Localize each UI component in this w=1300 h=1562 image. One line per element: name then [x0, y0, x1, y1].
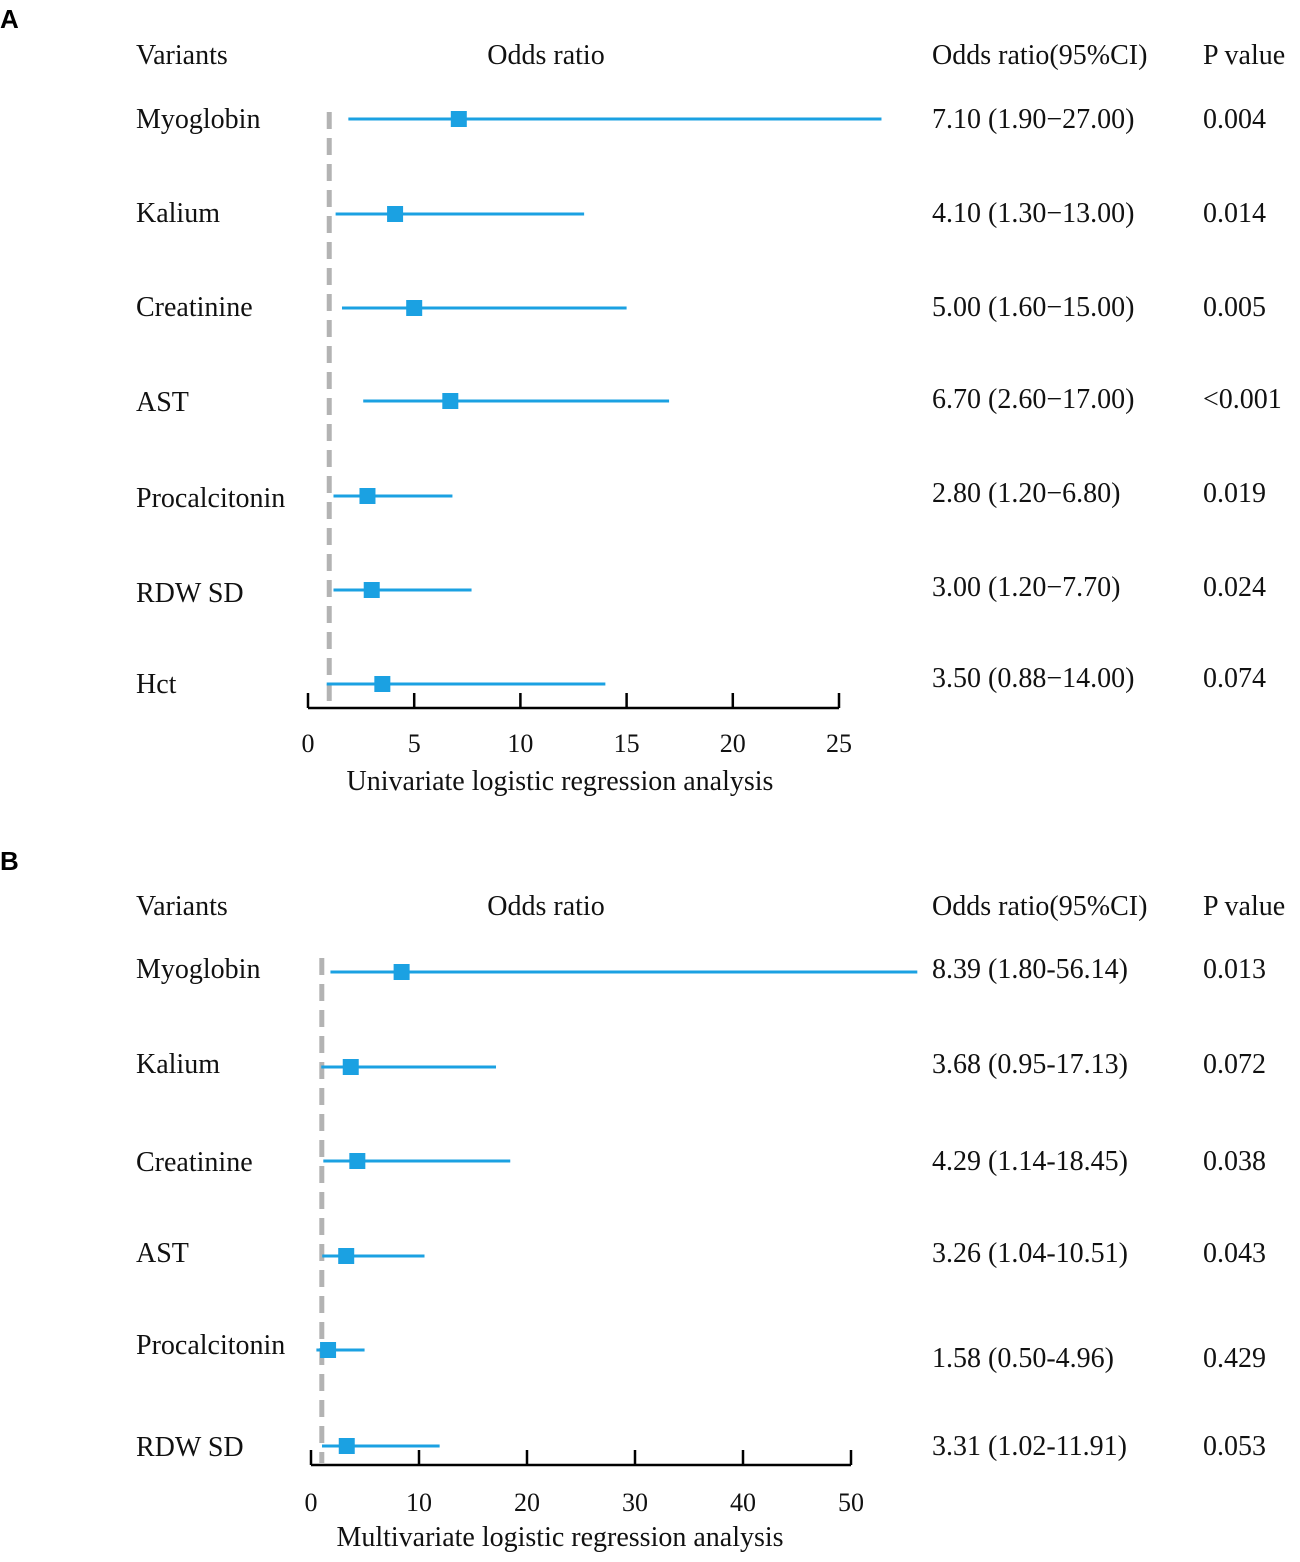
ci-text: 4.29 (1.14-18.45): [932, 1146, 1128, 1177]
odds-ratio-marker: [342, 1059, 359, 1075]
forest-row: Procalcitonin 2.80 (1.20−6.80) 0.019: [136, 478, 1266, 514]
x-tick-label: 5: [408, 729, 421, 758]
p-value: 0.024: [1203, 572, 1266, 603]
p-value: <0.001: [1203, 384, 1282, 415]
variant-label: Procalcitonin: [136, 483, 285, 514]
variant-label: Myoglobin: [136, 954, 260, 985]
forest-row: Procalcitonin 1.58 (0.50-4.96) 0.429: [136, 1330, 1266, 1374]
odds-ratio-marker: [359, 488, 376, 504]
p-value: 0.038: [1203, 1146, 1266, 1177]
forest-panel-b: B Variants Odds ratio Odds ratio(95%CI) P va…: [0, 846, 1285, 1553]
variant-label: AST: [136, 1238, 189, 1269]
p-value: 0.004: [1203, 104, 1266, 135]
ci-text: 5.00 (1.60−15.00): [932, 292, 1134, 323]
odds-ratio-marker: [349, 1153, 366, 1169]
forest-row: Hct 3.50 (0.88−14.00) 0.074: [136, 663, 1266, 700]
p-value: 0.072: [1203, 1049, 1266, 1080]
ci-text: 4.10 (1.30−13.00): [932, 198, 1134, 229]
variant-label: Creatinine: [136, 1147, 253, 1178]
ci-text: 1.58 (0.50-4.96): [932, 1343, 1114, 1374]
ci-text: 3.26 (1.04-10.51): [932, 1238, 1128, 1269]
odds-ratio-marker: [363, 582, 380, 598]
variant-label: Kalium: [136, 1049, 220, 1080]
header-ci: Odds ratio(95%CI): [932, 40, 1147, 71]
forest-row: Myoglobin 8.39 (1.80-56.14) 0.013: [136, 954, 1266, 985]
variant-label: AST: [136, 387, 189, 418]
variant-label: Kalium: [136, 198, 220, 229]
odds-ratio-marker: [450, 111, 467, 127]
forest-row: Kalium 3.68 (0.95-17.13) 0.072: [136, 1049, 1266, 1080]
variant-label: Hct: [136, 669, 177, 700]
header-odds-ratio: Odds ratio: [487, 891, 604, 922]
x-tick-label: 30: [622, 1488, 648, 1517]
variant-label: RDW SD: [136, 1432, 244, 1463]
x-tick-label: 0: [302, 729, 315, 758]
x-tick-label: 25: [826, 729, 852, 758]
forest-row: Kalium 4.10 (1.30−13.00) 0.014: [136, 198, 1266, 229]
header-ci: Odds ratio(95%CI): [932, 891, 1147, 922]
p-value: 0.074: [1203, 663, 1266, 694]
x-axis-title: Multivariate logistic regression analysi…: [336, 1522, 783, 1553]
ci-text: 8.39 (1.80-56.14): [932, 954, 1128, 985]
forest-row: AST 6.70 (2.60−17.00) <0.001: [136, 384, 1282, 418]
panel-label: B: [0, 846, 19, 876]
odds-ratio-marker: [338, 1438, 355, 1454]
p-value: 0.053: [1203, 1431, 1266, 1462]
odds-ratio-marker: [406, 300, 423, 316]
header-odds-ratio: Odds ratio: [487, 40, 604, 71]
x-tick-label: 10: [507, 729, 533, 758]
x-axis: 0 10 20 30 40 50 Multivariate logistic regress…: [305, 1450, 864, 1553]
header-p-value: P value: [1203, 891, 1285, 922]
x-tick-label: 50: [838, 1488, 864, 1517]
x-axis: 0 5 10 15 20 25 Univariate logistic regression…: [302, 693, 852, 797]
x-tick-label: 20: [720, 729, 746, 758]
p-value: 0.005: [1203, 292, 1266, 323]
variant-label: Myoglobin: [136, 104, 260, 135]
p-value: 0.429: [1203, 1343, 1266, 1374]
forest-row: RDW SD 3.31 (1.02-11.91) 0.053: [136, 1431, 1266, 1463]
variant-label: Creatinine: [136, 292, 253, 323]
ci-text: 3.00 (1.20−7.70): [932, 572, 1120, 603]
x-tick-label: 0: [305, 1488, 318, 1517]
forest-row: RDW SD 3.00 (1.20−7.70) 0.024: [136, 572, 1266, 609]
x-tick-label: 40: [730, 1488, 756, 1517]
panel-label: A: [0, 4, 19, 34]
header-variants: Variants: [136, 40, 228, 71]
odds-ratio-marker: [387, 206, 404, 222]
forest-row: AST 3.26 (1.04-10.51) 0.043: [136, 1238, 1266, 1269]
odds-ratio-marker: [374, 676, 391, 692]
variant-label: Procalcitonin: [136, 1330, 285, 1361]
forest-row: Creatinine 5.00 (1.60−15.00) 0.005: [136, 292, 1266, 323]
variant-label: RDW SD: [136, 578, 244, 609]
ci-text: 3.31 (1.02-11.91): [932, 1431, 1127, 1462]
ci-text: 3.68 (0.95-17.13): [932, 1049, 1128, 1080]
x-tick-label: 20: [514, 1488, 540, 1517]
header-p-value: P value: [1203, 40, 1285, 71]
p-value: 0.043: [1203, 1238, 1266, 1269]
x-axis-title: Univariate logistic regression analysis: [347, 766, 774, 797]
ci-text: 3.50 (0.88−14.00): [932, 663, 1134, 694]
ci-text: 7.10 (1.90−27.00): [932, 104, 1134, 135]
ci-text: 6.70 (2.60−17.00): [932, 384, 1134, 415]
odds-ratio-marker: [338, 1248, 355, 1264]
ci-text: 2.80 (1.20−6.80): [932, 478, 1120, 509]
odds-ratio-marker: [320, 1342, 337, 1358]
p-value: 0.013: [1203, 954, 1266, 985]
odds-ratio-marker: [393, 964, 410, 980]
x-tick-label: 15: [614, 729, 640, 758]
forest-row: Creatinine 4.29 (1.14-18.45) 0.038: [136, 1146, 1266, 1178]
forest-panel-a: A Variants Odds ratio Odds ratio(95%CI) P va…: [0, 4, 1285, 797]
odds-ratio-marker: [442, 393, 459, 409]
forest-row: Myoglobin 7.10 (1.90−27.00) 0.004: [136, 104, 1266, 135]
p-value: 0.019: [1203, 478, 1266, 509]
header-variants: Variants: [136, 891, 228, 922]
x-tick-label: 10: [406, 1488, 432, 1517]
p-value: 0.014: [1203, 198, 1266, 229]
